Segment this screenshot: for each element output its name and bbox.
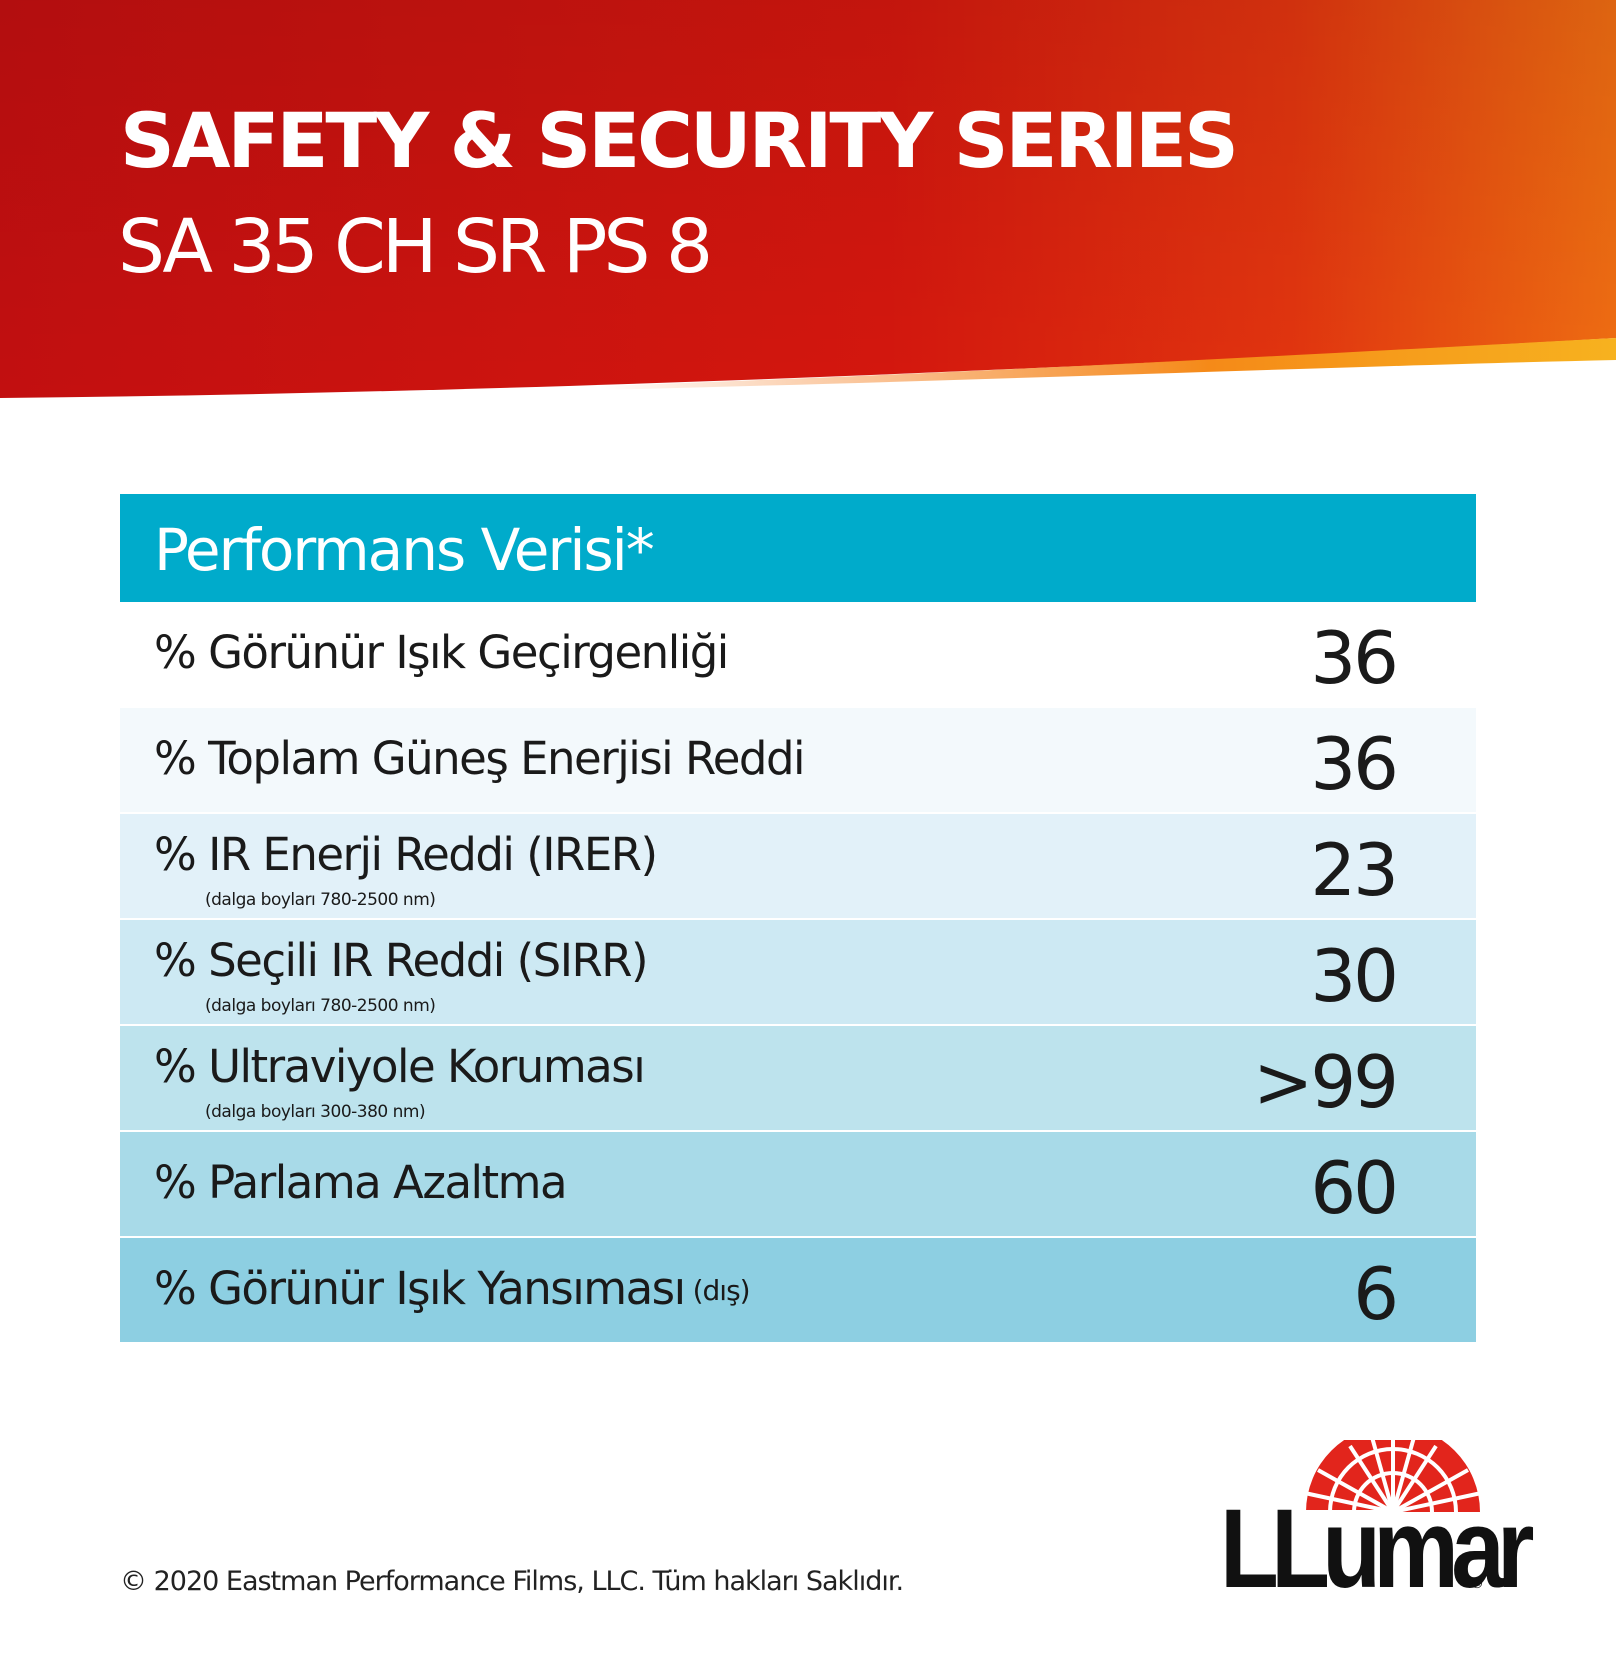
table-row: % Görünür Işık Yansıması (dış) 6 (120, 1238, 1476, 1344)
row-note: (dalga boyları 300-380 nm) (205, 1102, 426, 1122)
row-value: 6 (1353, 1252, 1399, 1336)
product-code: SA 35 CH SR PS 8 (118, 204, 713, 290)
copyright-text: © 2020 Eastman Performance Films, LLC. T… (120, 1566, 904, 1597)
table-row: % IR Enerji Reddi (IRER) (dalga boyları 7… (120, 814, 1476, 920)
table-row: % Seçili IR Reddi (SIRR) (dalga boyları 7… (120, 920, 1476, 1026)
row-label: % Görünür Işık Yansıması (dış) (154, 1262, 751, 1315)
table-heading-bar: Performans Verisi* (120, 494, 1476, 602)
table-row: % Görünür Işık Geçirgenliği 36 (120, 602, 1476, 708)
row-label-text: % Ultraviyole Koruması (154, 1040, 646, 1093)
row-label: % Parlama Azaltma (154, 1156, 568, 1209)
row-label-text: % Görünür Işık Geçirgenliği (154, 626, 729, 679)
row-label-suffix: (dış) (692, 1274, 751, 1307)
row-label: % Ultraviyole Koruması (154, 1040, 646, 1093)
row-label-text: % Seçili IR Reddi (SIRR) (154, 934, 649, 987)
llumar-logo: LLumar ® (1216, 1440, 1534, 1611)
row-value: 30 (1310, 934, 1399, 1018)
banner-background (0, 0, 1616, 398)
header-banner: SAFETY & SECURITY SERIES SA 35 CH SR PS … (0, 0, 1616, 400)
row-label-text: % Görünür Işık Yansıması (154, 1262, 686, 1315)
row-label: % Toplam Güneş Enerjisi Reddi (154, 732, 806, 785)
sunburst-icon (1299, 1440, 1487, 1512)
row-value: 36 (1310, 616, 1399, 700)
row-label: % IR Enerji Reddi (IRER) (154, 828, 658, 881)
registered-mark: ® (1470, 1576, 1484, 1592)
row-value: 60 (1310, 1146, 1399, 1230)
row-note: (dalga boyları 780-2500 nm) (205, 996, 436, 1016)
row-note: (dalga boyları 780-2500 nm) (205, 890, 436, 910)
row-value: >99 (1253, 1040, 1399, 1124)
table-heading: Performans Verisi* (154, 516, 655, 584)
table-row: % Ultraviyole Koruması (dalga boyları 300… (120, 1026, 1476, 1132)
page-title: SAFETY & SECURITY SERIES (120, 96, 1239, 185)
row-value: 36 (1310, 722, 1399, 806)
table-row: % Parlama Azaltma 60 (120, 1132, 1476, 1238)
row-label: % Seçili IR Reddi (SIRR) (154, 934, 649, 987)
table-row: % Toplam Güneş Enerjisi Reddi 36 (120, 708, 1476, 814)
row-value: 23 (1310, 828, 1399, 912)
performance-table: Performans Verisi* % Görünür Işık Geçirg… (120, 494, 1476, 1344)
logo-wordmark: LLumar (1220, 1486, 1534, 1611)
row-label: % Görünür Işık Geçirgenliği (154, 626, 729, 679)
row-label-text: % Parlama Azaltma (154, 1156, 568, 1209)
row-label-text: % Toplam Güneş Enerjisi Reddi (154, 732, 806, 785)
table-body: % Görünür Işık Geçirgenliği 36% Toplam Gü… (120, 602, 1476, 1344)
row-label-text: % IR Enerji Reddi (IRER) (154, 828, 658, 881)
